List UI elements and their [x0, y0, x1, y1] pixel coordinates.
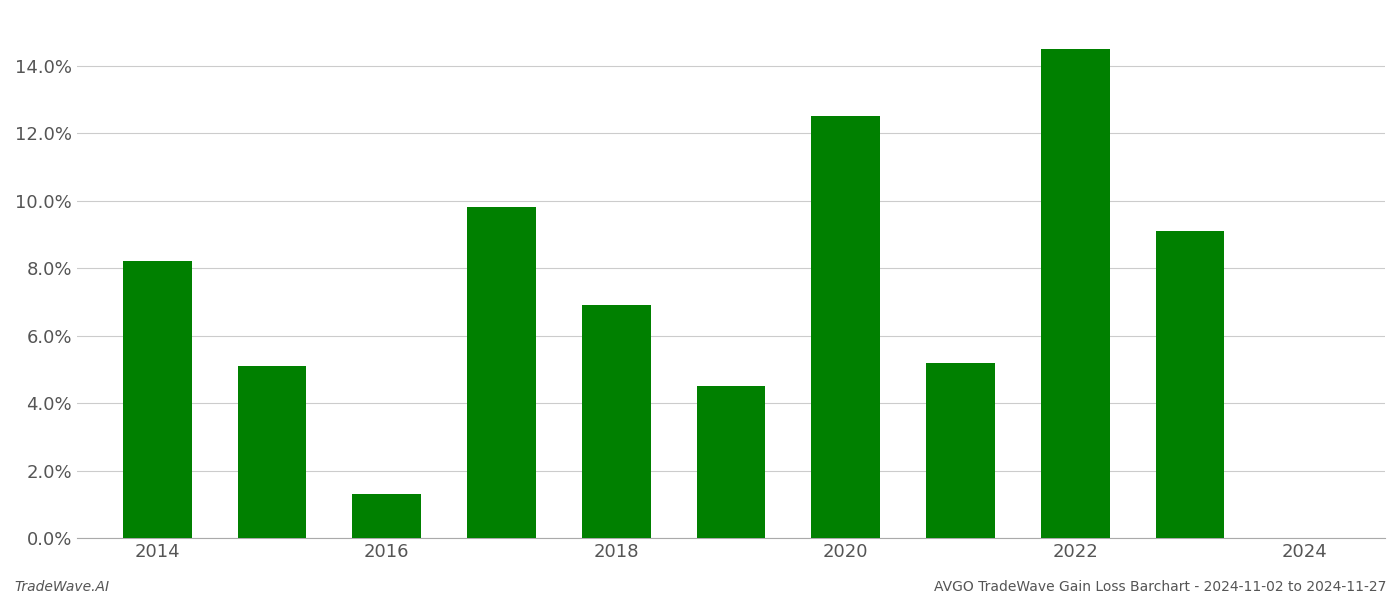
- Bar: [925, 362, 995, 538]
- Bar: [582, 305, 651, 538]
- Bar: [238, 366, 307, 538]
- Bar: [1040, 49, 1110, 538]
- Text: TradeWave.AI: TradeWave.AI: [14, 580, 109, 594]
- Bar: [1155, 231, 1225, 538]
- Bar: [353, 494, 421, 538]
- Bar: [468, 208, 536, 538]
- Bar: [811, 116, 881, 538]
- Bar: [123, 262, 192, 538]
- Bar: [697, 386, 766, 538]
- Text: AVGO TradeWave Gain Loss Barchart - 2024-11-02 to 2024-11-27: AVGO TradeWave Gain Loss Barchart - 2024…: [934, 580, 1386, 594]
